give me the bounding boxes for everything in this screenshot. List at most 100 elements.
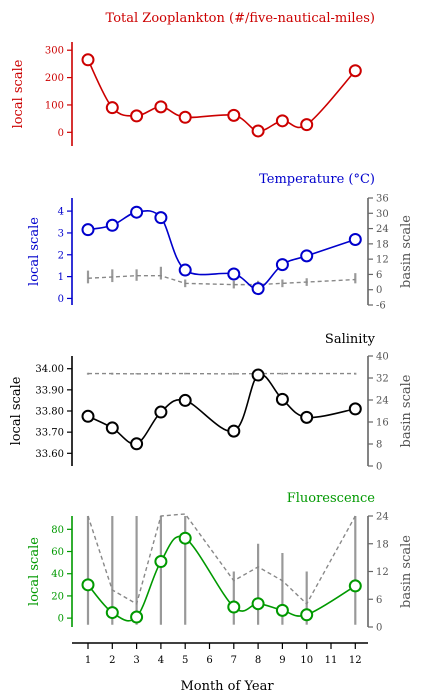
data-point — [130, 109, 144, 123]
right-tick-label: 0 — [376, 462, 382, 473]
series-line — [87, 373, 356, 445]
right-tick-label: 24 — [376, 512, 389, 523]
data-point — [105, 218, 119, 232]
data-point — [251, 597, 265, 611]
left-tick-label: 33.80 — [35, 407, 64, 418]
right-tick-label: 30 — [376, 209, 389, 220]
data-point — [178, 263, 192, 277]
data-point — [300, 249, 314, 263]
basin-mean-line — [87, 275, 356, 286]
data-point — [154, 100, 168, 114]
x-axis: 1 2 3 4 5 6 7 8 9 10 11 12 — [72, 642, 368, 666]
data-point — [178, 110, 192, 124]
left-tick-label: 0 — [58, 614, 64, 625]
left-tick-label: 33.60 — [35, 449, 64, 460]
right-tick-label: 36 — [376, 194, 389, 205]
left-tick-label: 0 — [58, 128, 64, 139]
data-point — [300, 118, 314, 132]
data-point — [348, 64, 362, 78]
x-tick-label: 11 — [325, 655, 338, 666]
data-point — [227, 600, 241, 614]
right-tick-label: 6 — [376, 595, 382, 606]
basin-mean-line — [87, 513, 356, 606]
left-axis-label: local scale — [9, 376, 24, 445]
series-line — [87, 210, 356, 290]
data-point — [81, 223, 95, 237]
data-point — [154, 405, 168, 419]
left-tick-label: 4 — [58, 207, 64, 218]
data-point — [275, 258, 289, 272]
data-point — [105, 606, 119, 620]
data-point — [227, 267, 241, 281]
x-axis-label: Month of Year — [180, 679, 274, 694]
right-tick-label: 12 — [376, 567, 389, 578]
data-point — [251, 124, 265, 138]
series-line — [87, 535, 356, 622]
data-point — [154, 211, 168, 225]
data-point — [178, 531, 192, 545]
panel-4: Fluorescence 0 20 40 60 80 local scale 0 6 12 18 24… — [27, 491, 414, 634]
right-tick-label: -6 — [376, 301, 386, 312]
right-tick-label: 6 — [376, 270, 382, 281]
data-point — [300, 410, 314, 424]
left-tick-label: 1 — [58, 272, 64, 283]
data-point — [275, 114, 289, 128]
left-tick-label: 33.70 — [35, 428, 64, 439]
right-tick-label: 18 — [376, 539, 389, 550]
left-axis-label: local scale — [27, 537, 42, 606]
right-tick-label: 0 — [376, 285, 382, 296]
panel-3: Salinity 33.60 33.70 33.80 33.90 34.00 local s… — [9, 332, 414, 473]
right-tick-label: 40 — [376, 352, 389, 363]
left-tick-label: 33.90 — [35, 385, 64, 396]
data-point — [227, 424, 241, 438]
left-tick-label: 2 — [58, 250, 64, 261]
right-axis-label: basin scale — [399, 215, 414, 288]
data-point — [154, 555, 168, 569]
data-point — [348, 579, 362, 593]
left-axis-label: local scale — [11, 59, 26, 128]
left-tick-label: 0 — [58, 294, 64, 305]
data-point — [105, 101, 119, 115]
panel-title: Total Zooplankton (#/five-nautical-miles… — [106, 11, 375, 26]
data-point — [348, 232, 362, 246]
panel-title: Salinity — [325, 332, 376, 347]
left-tick-label: 40 — [51, 569, 64, 580]
data-point — [81, 578, 95, 592]
x-tick-label: 7 — [231, 655, 237, 666]
left-tick-label: 80 — [51, 525, 64, 536]
x-tick-label: 3 — [133, 655, 139, 666]
left-tick-label: 3 — [58, 228, 64, 239]
series-line — [87, 59, 356, 132]
left-tick-label: 300 — [45, 46, 64, 57]
x-tick-label: 1 — [85, 655, 91, 666]
data-point — [275, 392, 289, 406]
data-point — [251, 368, 265, 382]
data-point — [130, 205, 144, 219]
x-tick-label: 8 — [255, 655, 261, 666]
data-point — [105, 421, 119, 435]
left-tick-label: 60 — [51, 547, 64, 558]
x-tick-label: 5 — [182, 655, 188, 666]
panel-title: Fluorescence — [287, 491, 376, 506]
right-tick-label: 18 — [376, 239, 389, 250]
data-point — [130, 610, 144, 624]
x-tick-label: 4 — [158, 655, 164, 666]
data-point — [251, 282, 265, 296]
right-axis-label: basin scale — [399, 374, 414, 447]
right-tick-label: 0 — [376, 623, 382, 634]
data-point — [130, 437, 144, 451]
left-axis-label: local scale — [27, 217, 42, 286]
data-point — [81, 409, 95, 423]
panel-title: Temperature (°C) — [259, 172, 375, 187]
data-point — [227, 108, 241, 122]
x-tick-label: 9 — [279, 655, 285, 666]
right-tick-label: 12 — [376, 255, 389, 266]
data-point — [178, 393, 192, 407]
right-tick-label: 16 — [376, 418, 389, 429]
right-tick-label: 24 — [376, 224, 389, 235]
data-point — [275, 603, 289, 617]
data-point — [348, 402, 362, 416]
right-tick-label: 32 — [376, 374, 389, 385]
